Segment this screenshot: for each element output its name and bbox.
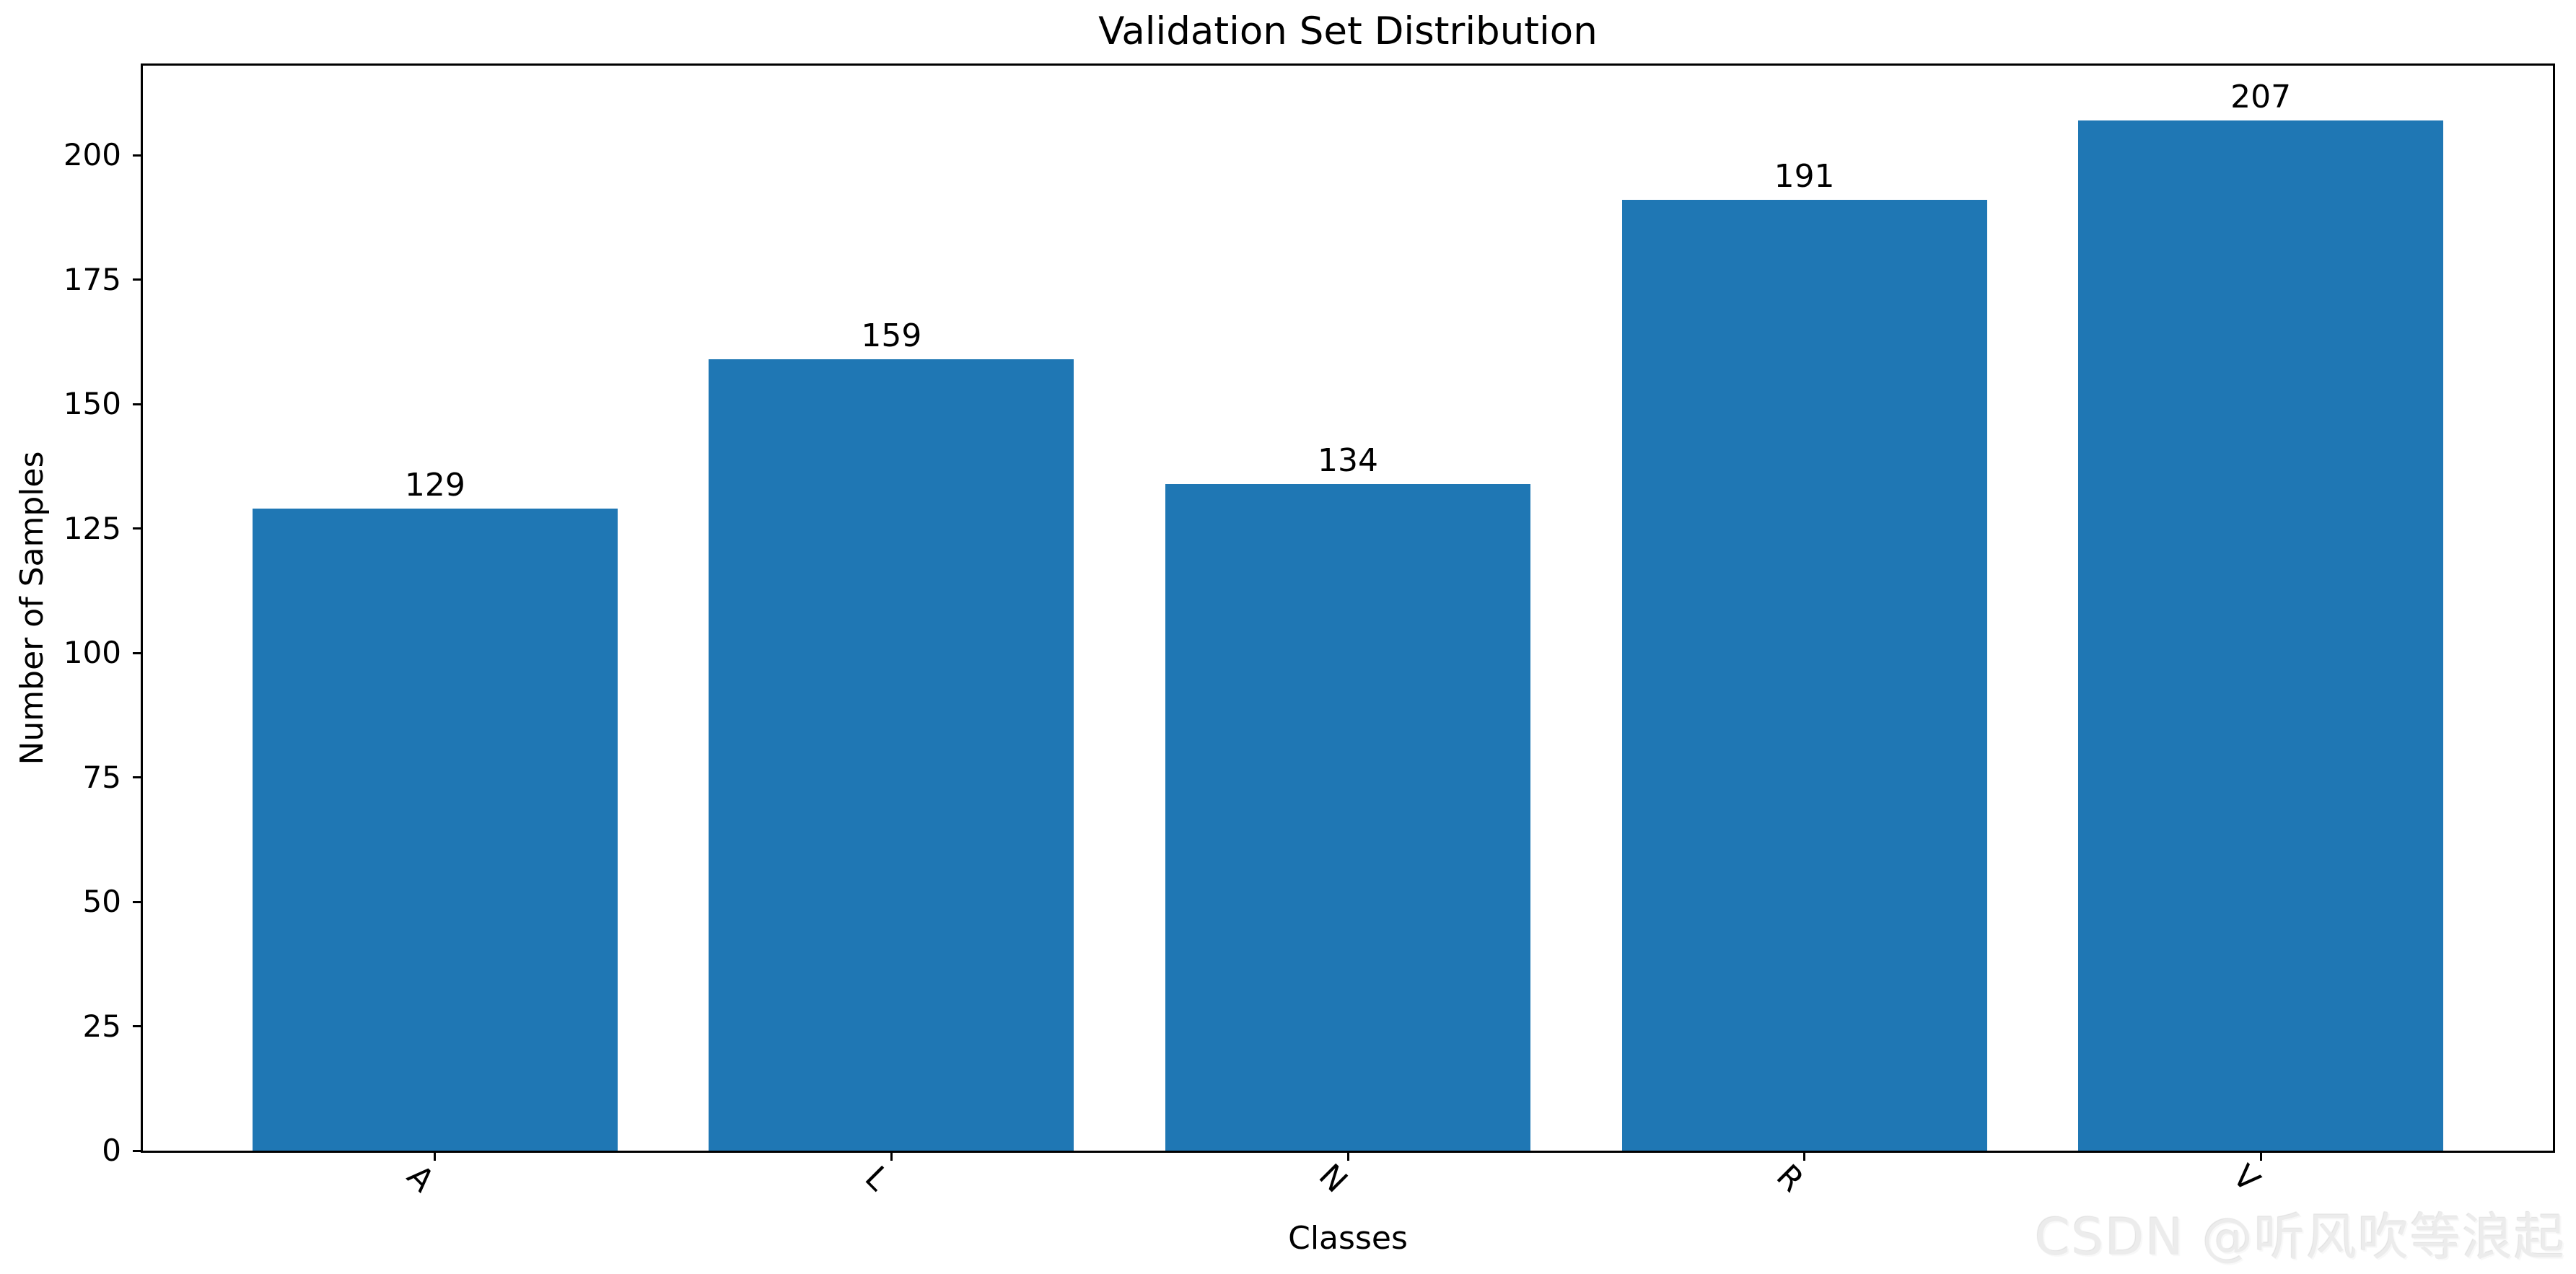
x-tick-mark — [2259, 1151, 2262, 1161]
y-tick-label: 150 — [63, 386, 121, 422]
y-axis-label: Number of Samples — [14, 451, 51, 765]
y-tick-mark — [133, 278, 143, 281]
bar-value-label: 129 — [404, 467, 465, 504]
chart-title: Validation Set Distribution — [1098, 9, 1598, 53]
y-tick-label: 25 — [82, 1008, 121, 1044]
y-tick-label: 200 — [63, 137, 121, 173]
y-tick-mark — [133, 1025, 143, 1028]
bar — [252, 509, 618, 1151]
x-tick-mark — [434, 1151, 437, 1161]
y-tick-label: 100 — [63, 635, 121, 671]
bar — [1621, 200, 1987, 1151]
y-tick-label: 125 — [63, 510, 121, 546]
y-tick-mark — [133, 527, 143, 530]
bar-value-label: 159 — [861, 317, 922, 355]
x-tick-mark — [1346, 1151, 1349, 1161]
y-tick-label: 0 — [102, 1133, 121, 1168]
y-tick-mark — [133, 776, 143, 779]
y-tick-label: 175 — [63, 261, 121, 297]
bar — [709, 359, 1074, 1151]
x-tick-mark — [1803, 1151, 1806, 1161]
y-tick-mark — [133, 1149, 143, 1152]
bar-value-label: 191 — [1774, 158, 1835, 196]
bar-value-label: 134 — [1318, 441, 1378, 479]
x-tick-label: V — [2225, 1157, 2267, 1200]
y-tick-label: 50 — [82, 884, 121, 920]
y-tick-label: 75 — [82, 759, 121, 795]
watermark: CSDN @听风吹等浪起 — [2035, 1208, 2566, 1267]
x-tick-label: L — [858, 1159, 897, 1198]
x-tick-mark — [890, 1151, 893, 1161]
bar — [1165, 483, 1531, 1151]
bar — [2078, 120, 2444, 1151]
y-tick-mark — [133, 403, 143, 405]
x-tick-label: R — [1769, 1157, 1811, 1200]
x-tick-label: A — [399, 1157, 442, 1200]
x-tick-label: N — [1311, 1156, 1355, 1200]
y-tick-mark — [133, 900, 143, 903]
y-tick-mark — [133, 154, 143, 157]
x-axis-label: Classes — [1288, 1220, 1408, 1257]
bar-value-label: 207 — [2230, 78, 2292, 115]
plot-area: 0 25 50 75 100 125 150 175 200 129 A 159 L 134 N 191 R 20… — [63, 63, 2555, 1200]
y-tick-mark — [133, 651, 143, 654]
